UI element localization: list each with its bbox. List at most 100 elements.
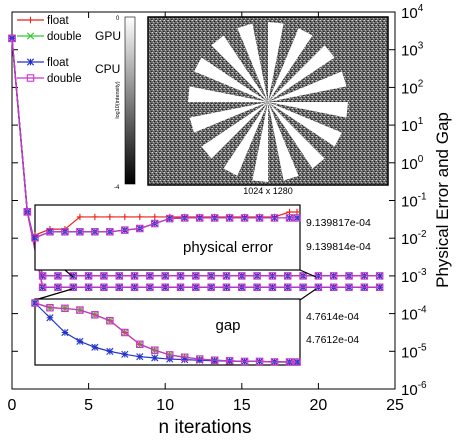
legend-label: float	[47, 57, 70, 69]
main-series-point	[268, 283, 277, 291]
main-series-point	[192, 272, 200, 280]
inset-gap-tick: 4.7614e-04	[306, 311, 359, 323]
main-series-point	[299, 272, 307, 280]
main-series-point	[207, 272, 215, 280]
inset-series-point	[46, 228, 54, 236]
inset-series-point	[166, 355, 174, 363]
main-series-point	[161, 283, 169, 291]
inset-gap-tick: 4.7612e-04	[306, 334, 359, 346]
inset-series-point	[181, 356, 189, 364]
inset-physical-error-tick: 9.139814e-04	[306, 241, 371, 253]
main-series-point	[238, 272, 246, 280]
inset-physical-error-tick: 9.139817e-04	[306, 217, 371, 229]
legend-label: double	[47, 73, 82, 85]
main-series-point	[38, 272, 47, 280]
connector-line	[299, 269, 317, 278]
inset-series-point	[225, 357, 234, 365]
inset-physical-error-series	[31, 208, 301, 242]
inset-series-point	[121, 213, 129, 221]
star-spoke	[268, 102, 342, 147]
inset-physical-error: physical error 9.139817e-04 9.139814e-04	[31, 204, 371, 271]
inset-series-point	[121, 226, 129, 234]
y-axis-label: Physical Error and Gap	[433, 112, 452, 288]
main-series-point	[8, 34, 16, 43]
inset-series-point	[151, 213, 158, 221]
star-spoke	[268, 45, 335, 102]
inset-series-point	[91, 343, 99, 351]
main-series-point	[69, 283, 78, 291]
inset-series-point	[76, 228, 84, 236]
x-tick-label: 25	[386, 397, 404, 414]
inset-gap: gap 4.7614e-04 4.7612e-04	[31, 298, 359, 366]
legend-group-label: GPU	[95, 29, 121, 43]
y-tick-label: 10-4	[401, 305, 427, 324]
inset-series-point	[165, 351, 174, 359]
x-tick-label: 15	[233, 397, 251, 414]
main-series-point	[84, 272, 93, 280]
inset-series-point	[136, 353, 144, 361]
star-spoke	[194, 57, 268, 102]
main-series-point	[222, 283, 231, 291]
legend-label: float	[47, 15, 70, 27]
main-series-point	[222, 272, 231, 280]
x-axis-label: n iterations	[159, 417, 252, 438]
x-tick-label: 20	[310, 397, 328, 414]
connector-line	[34, 288, 73, 301]
main-series-point	[84, 283, 93, 291]
main-series-point	[268, 272, 277, 280]
image-inset: 1024 x 1280 log10(intensity) 0 -4	[114, 16, 389, 196]
connector-line	[299, 288, 317, 301]
main-series-point	[238, 283, 246, 291]
main-series-point	[329, 283, 338, 291]
inset-series-point	[61, 228, 69, 236]
y-tick-label: 10-2	[401, 229, 427, 248]
inset-gap-label: gap	[215, 317, 240, 334]
x-tick-label: 10	[156, 397, 174, 414]
y-tick-label: 10-1	[401, 192, 427, 211]
inset-series-point	[61, 328, 69, 337]
inset-physical-error-label: physical error	[183, 239, 273, 256]
main-series-point	[161, 272, 169, 280]
legend-marker	[26, 58, 35, 66]
inset-series-point	[210, 214, 219, 222]
main-series-point	[314, 272, 323, 280]
inset-series-point	[195, 355, 204, 363]
inset-series-point	[91, 311, 99, 319]
legend-marker	[27, 16, 34, 24]
y-tick-label: 102	[401, 78, 424, 97]
star-spoke	[252, 102, 268, 182]
main-series-point	[207, 283, 215, 291]
inset-series-point	[180, 353, 189, 362]
inset-series-point	[136, 224, 144, 233]
inset-series-point	[240, 357, 249, 366]
inset-series-point	[91, 228, 99, 236]
colorbar-tick: 0	[116, 16, 120, 22]
main-series-point	[115, 272, 123, 280]
x-axis-ticks: 0 5 10 15 20 25	[8, 12, 404, 414]
star-spoke	[223, 102, 268, 176]
star-spoke	[268, 22, 284, 102]
inset-series-point	[285, 358, 294, 366]
main-series-point	[115, 283, 123, 291]
inset-series-point	[106, 228, 114, 236]
inset-series-point	[136, 213, 143, 221]
main-series-point	[54, 283, 62, 291]
star-spoke	[268, 71, 347, 102]
inset-series-point	[46, 314, 54, 322]
main-series-point	[130, 283, 139, 291]
inset-series-point	[210, 356, 219, 364]
y-tick-label: 10-5	[401, 342, 427, 361]
main-series-point	[253, 283, 261, 291]
main-series-point	[69, 272, 78, 280]
inset-series-point	[121, 350, 129, 358]
inset-series-line	[34, 217, 297, 239]
inset-series-point	[106, 213, 114, 221]
legend-label: double	[47, 31, 82, 43]
inset-series-point	[240, 214, 249, 222]
main-series-point	[284, 283, 292, 291]
star-spoke	[237, 23, 268, 102]
inset-series-point	[270, 214, 279, 222]
main-series-point	[299, 283, 307, 291]
y-tick-label: 100	[401, 154, 424, 173]
